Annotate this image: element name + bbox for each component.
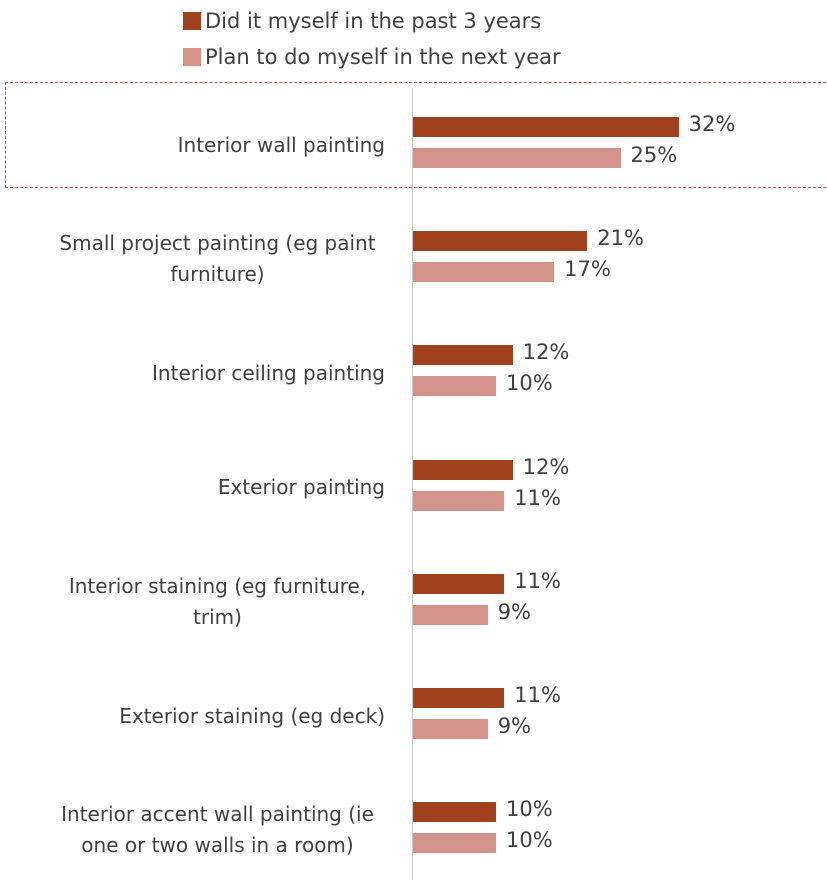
category-box: Small project painting (eg paint furnitu… <box>50 209 385 309</box>
category-box: Interior ceiling painting <box>152 323 385 423</box>
value-label: 11% <box>514 485 561 510</box>
bar <box>413 231 588 252</box>
category-box: Exterior painting <box>218 438 385 538</box>
value-label: 12% <box>522 454 570 479</box>
value-label: 25% <box>630 143 678 167</box>
bar <box>413 117 679 137</box>
category-box: Interior staining (eg furniture, trim) <box>50 552 385 652</box>
value-label: 11% <box>514 568 561 593</box>
category-box: Interior accent wall painting (ie one or… <box>50 780 385 880</box>
value-label: 12% <box>522 340 570 365</box>
category-label: Interior ceiling painting <box>152 360 385 385</box>
bar <box>413 833 496 854</box>
value-label: 10% <box>506 797 553 822</box>
value-label: 21% <box>597 226 644 251</box>
value-label: 11% <box>514 683 561 707</box>
bar <box>413 719 488 739</box>
value-label: 9% <box>497 599 532 624</box>
bar <box>413 262 555 283</box>
legend-swatch <box>183 48 201 66</box>
value-label: 32% <box>688 112 736 136</box>
legend-swatch <box>183 12 201 30</box>
bar <box>413 604 488 625</box>
bar <box>413 688 505 708</box>
category-label: Small project painting (eg paint furnitu… <box>59 231 376 287</box>
bar <box>413 802 496 823</box>
category-label: Interior accent wall painting (ie one or… <box>61 802 374 858</box>
bar <box>413 345 513 366</box>
category-box: Interior wall painting <box>178 95 385 195</box>
value-label: 10% <box>506 828 553 853</box>
bar <box>413 376 496 397</box>
bar <box>413 148 621 168</box>
value-label: 10% <box>506 371 553 396</box>
bar <box>413 459 513 480</box>
legend-label: Plan to do myself in the next year <box>205 45 561 69</box>
category-label: Interior staining (eg furniture, trim) <box>68 573 367 629</box>
category-label: Exterior staining (eg deck) <box>119 703 385 728</box>
axis-line <box>412 88 413 880</box>
legend-label: Did it myself in the past 3 years <box>205 9 542 33</box>
category-box: Exterior staining (eg deck) <box>119 666 385 766</box>
highlight-box <box>5 82 827 188</box>
category-label: Interior wall painting <box>177 132 385 157</box>
value-label: 17% <box>564 257 611 282</box>
category-label: Exterior painting <box>217 475 385 500</box>
bar <box>413 573 505 594</box>
bar <box>413 490 505 511</box>
value-label: 9% <box>497 714 532 738</box>
